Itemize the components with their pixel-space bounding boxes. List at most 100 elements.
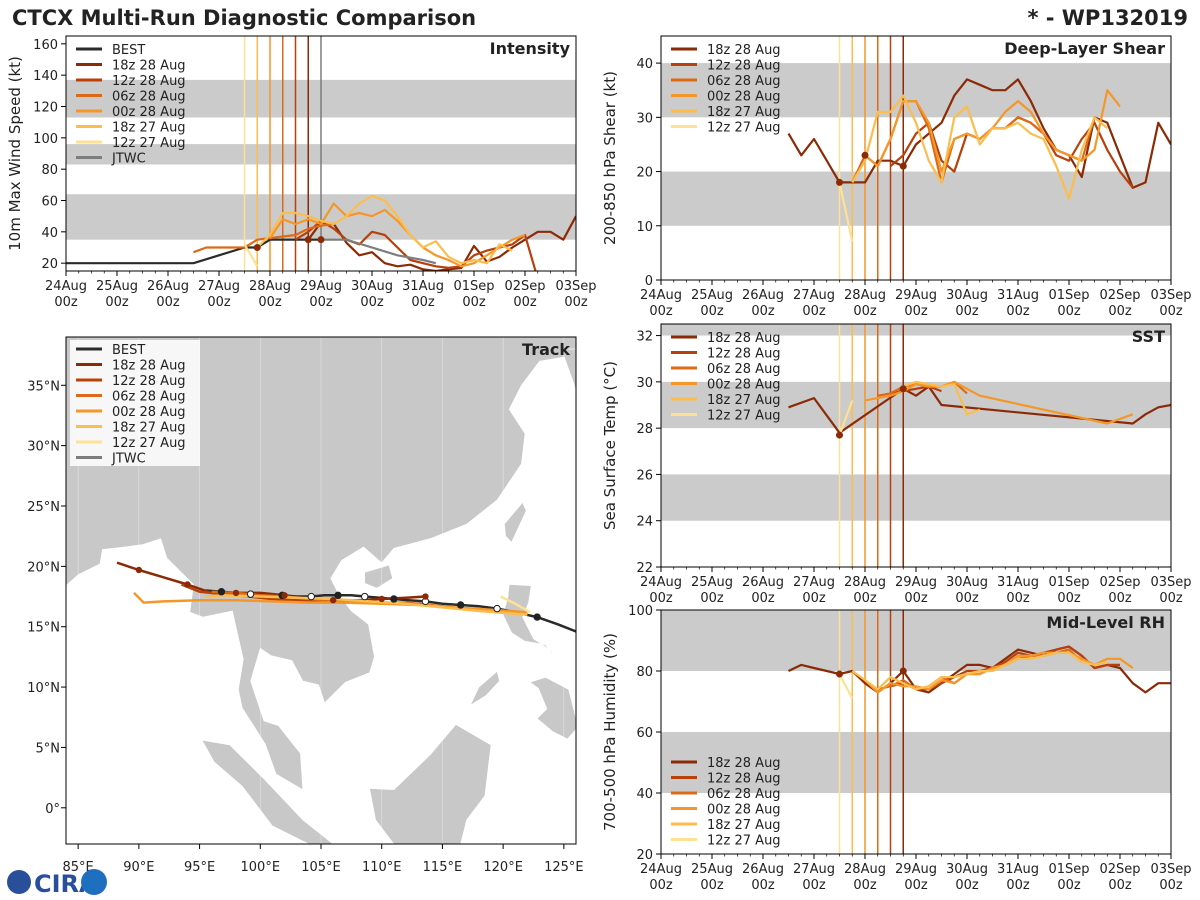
y-tick-label: 100 (628, 604, 653, 619)
x-tick-label: 30Aug (946, 862, 988, 877)
x-tick-label-hour: 00z (802, 878, 826, 893)
x-tick-label-hour: 00z (751, 304, 775, 319)
legend-label: 12z 28 Aug (707, 772, 781, 787)
legend-box (70, 340, 200, 466)
lon-tick-label: 110°E (362, 860, 402, 875)
x-tick-label-hour: 00z (751, 591, 775, 606)
legend-label: 06z 28 Aug (112, 390, 186, 405)
x-tick-label-hour: 00z (955, 878, 979, 893)
lon-tick-label: 85°E (63, 860, 94, 875)
track-position-marker (493, 604, 501, 613)
panel-title: Deep-Layer Shear (1004, 39, 1165, 58)
x-tick-label-hour: 00z (1159, 878, 1183, 893)
forecast-position-marker (329, 596, 337, 604)
lon-tick-label: 120°E (483, 860, 523, 875)
x-tick-label: 27Aug (793, 862, 835, 877)
series-line-best (66, 238, 321, 265)
y-axis-label: 10m Max Wind Speed (kt) (6, 56, 24, 251)
series-line-18z-27-aug (902, 380, 981, 416)
series-line-12z-27-aug (243, 243, 259, 267)
lon-tick-label: 105°E (301, 860, 341, 875)
series-line-jtwc (321, 238, 437, 265)
x-tick-label: 03Sep (1150, 288, 1191, 303)
y-tick-label: 160 (33, 38, 58, 53)
x-tick-label: 26Aug (742, 575, 784, 590)
logo-emblem-icon (81, 869, 107, 895)
y-tick-label: 140 (33, 69, 58, 84)
shaded-band (661, 474, 1171, 521)
lat-tick-label: 25°N (27, 500, 60, 515)
x-tick-label: 30Aug (946, 575, 988, 590)
panel-title: SST (1132, 327, 1165, 346)
legend-label: 12z 28 Aug (707, 59, 781, 74)
x-tick-label: 24Aug (45, 279, 87, 294)
track-position-marker (307, 592, 315, 601)
forecast-position-marker (135, 566, 143, 574)
x-tick-label: 28Aug (844, 862, 886, 877)
track-line-12z-27-aug (500, 595, 531, 614)
legend-label: 18z 27 Aug (707, 818, 781, 833)
x-tick-label: 28Aug (249, 279, 291, 294)
korea-coast (560, 348, 576, 392)
x-tick-label-hour: 00z (904, 591, 928, 606)
legend-label: BEST (112, 343, 145, 358)
x-tick-label: 29Aug (895, 288, 937, 303)
track-position-marker (533, 613, 541, 621)
x-tick-label: 30Aug (351, 279, 393, 294)
track-position-marker (246, 590, 255, 598)
plot-area-rh (661, 610, 1171, 854)
x-tick-label: 29Aug (300, 279, 342, 294)
legend-label: BEST (112, 43, 145, 58)
shaded-band (661, 732, 1171, 793)
marker-point (899, 162, 907, 170)
y-axis-label: Sea Surface Temp (°C) (601, 361, 619, 530)
x-tick-label: 31Aug (997, 575, 1039, 590)
y-tick-label: 80 (636, 665, 653, 680)
forecast-position-marker (378, 595, 385, 603)
lon-tick-label: 100°E (241, 860, 281, 875)
legend-label: 12z 28 Aug (707, 347, 781, 362)
y-tick-label: 20 (636, 166, 653, 181)
series-line-12z-27-aug (838, 182, 854, 243)
x-tick-label-hour: 00z (955, 304, 979, 319)
legend-label: 00z 28 Aug (707, 803, 781, 818)
y-tick-label: 40 (41, 226, 58, 241)
legend-label: 18z 27 Aug (112, 121, 186, 136)
shaded-band (661, 63, 1171, 118)
legend-label: 06z 28 Aug (707, 74, 781, 89)
x-tick-label-hour: 00z (649, 304, 673, 319)
lon-tick-label: 115°E (423, 860, 463, 875)
forecast-position-marker (232, 589, 240, 597)
x-tick-label-hour: 00z (156, 295, 180, 310)
legend-label: 12z 28 Aug (112, 374, 186, 389)
series-line-00z-28-aug (269, 202, 526, 268)
x-tick-label-hour: 00z (904, 304, 928, 319)
legend-label: 18z 27 Aug (707, 105, 781, 120)
shaded-band (661, 171, 1171, 226)
marker-point (317, 236, 325, 244)
x-tick-label-hour: 00z (411, 295, 435, 310)
cira-logo: CIRA (7, 869, 107, 898)
track-position-marker (456, 601, 465, 609)
y-tick-label: 40 (636, 787, 653, 802)
lon-tick-label: 125°E (544, 860, 584, 875)
storm-id: * - WP132019 (1027, 6, 1188, 30)
x-tick-label: 27Aug (198, 279, 240, 294)
marker-point (899, 385, 907, 393)
lat-tick-label: 35°N (27, 379, 60, 394)
legend-label: 12z 27 Aug (112, 136, 186, 151)
lat-tick-label: 10°N (27, 681, 60, 696)
panel-track: 0° 5°N 10°N 15°N 20°N 25°N 30°N 35°N 85°E 90°E 95°… (27, 336, 584, 875)
track-position-marker (334, 591, 342, 600)
y-tick-label: 100 (33, 132, 58, 147)
x-tick-label: 03Sep (1150, 862, 1191, 877)
x-tick-label: 03Sep (1150, 575, 1191, 590)
y-tick-label: 30 (636, 376, 653, 391)
x-tick-label: 25Aug (691, 862, 733, 877)
palawan-island (469, 670, 500, 706)
panels: 2040608010012014016024Aug00z25Aug00z26Au… (6, 35, 1192, 893)
y-tick-label: 60 (41, 195, 58, 210)
x-tick-label: 28Aug (844, 575, 886, 590)
y-tick-label: 80 (41, 163, 58, 178)
figure-title: CTCX Multi-Run Diagnostic Comparison (12, 6, 476, 30)
